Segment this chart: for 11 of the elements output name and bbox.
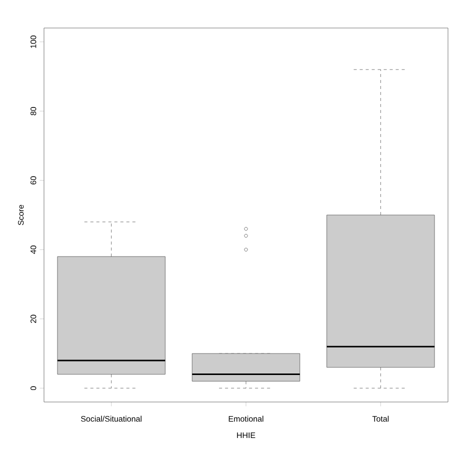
y-tick-label: 40	[30, 245, 36, 254]
x-axis-title: HHIE	[237, 432, 256, 438]
y-tick-label: 100	[30, 35, 36, 48]
y-tick-label: 20	[30, 314, 36, 323]
x-tick-label: Total	[372, 416, 389, 422]
y-tick-label: 0	[30, 386, 36, 390]
y-tick-label: 60	[30, 176, 36, 184]
y-tick-label: 80	[30, 106, 36, 116]
x-tick-label: Emotional	[228, 416, 264, 422]
y-axis-title: Score	[18, 204, 24, 226]
x-tick-label: Social/Situational	[81, 416, 142, 422]
